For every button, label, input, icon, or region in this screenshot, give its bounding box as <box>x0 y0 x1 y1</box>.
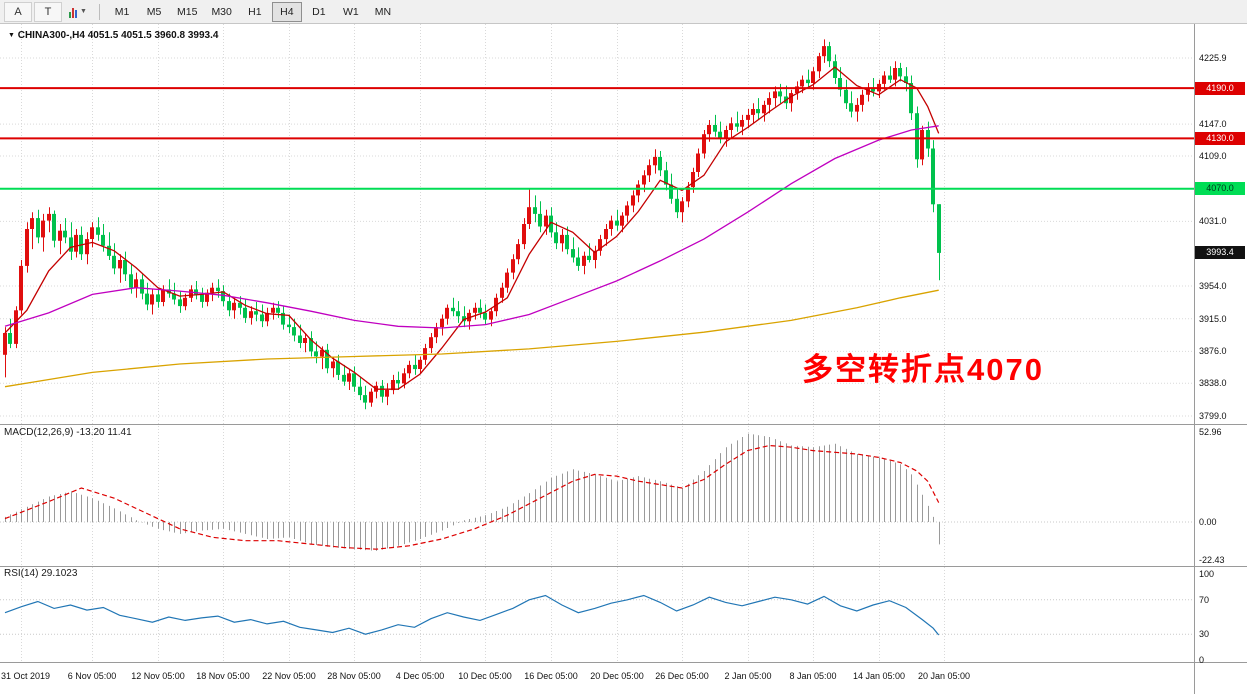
toolbar: A T ▼ M1 M5 M15 M30 H1 H4 D1 W1 MN <box>0 0 1247 24</box>
text-tool-button[interactable]: T <box>34 1 62 22</box>
timeframe-button-d1[interactable]: D1 <box>312 5 326 18</box>
timeframe-button-w1[interactable]: W1 <box>343 5 359 18</box>
toolbar-button-a[interactable]: A <box>4 1 32 22</box>
rsi-line <box>4 594 940 636</box>
timeframe-group: M1 M5 M15 M30 H1 H4 D1 W1 MN <box>106 1 399 22</box>
panel-separators[interactable] <box>0 24 1247 694</box>
macd-histogram <box>5 433 940 551</box>
timeframe-button-h1[interactable]: H1 <box>248 5 262 18</box>
chevron-down-icon: ▼ <box>80 8 87 15</box>
ma-medium-line <box>4 125 939 329</box>
timeframe-button-mn[interactable]: MN <box>374 5 392 18</box>
ma-fast-line <box>4 66 940 390</box>
macd-signal-line <box>4 444 940 550</box>
price-level-lines[interactable] <box>0 87 1194 190</box>
timeframe-button-m5[interactable]: M5 <box>146 5 162 18</box>
timeframe-button-m15[interactable]: M15 <box>177 5 198 18</box>
timeframe-button-m30[interactable]: M30 <box>211 5 232 18</box>
ma-slow-line <box>4 289 939 388</box>
chart-style-button[interactable]: ▼ <box>64 2 92 22</box>
toolbar-separator <box>99 3 100 20</box>
horizontal-gridlines <box>0 57 1194 635</box>
candlestick-series <box>3 39 941 410</box>
timeframe-button-m1[interactable]: M1 <box>114 5 130 18</box>
timeframe-button-h4[interactable]: H4 <box>271 1 302 22</box>
vertical-gridlines <box>21 24 945 662</box>
mini-chart-icon <box>69 6 78 18</box>
